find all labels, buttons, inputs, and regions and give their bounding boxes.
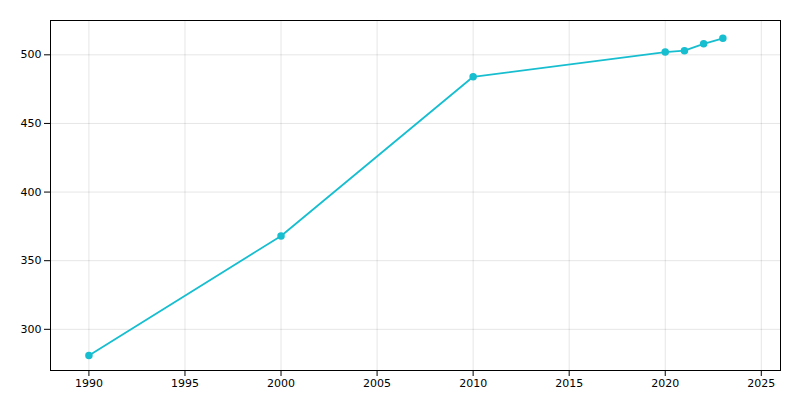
svg-text:500: 500 <box>21 48 42 61</box>
svg-text:1990: 1990 <box>75 377 103 390</box>
svg-text:2025: 2025 <box>747 377 775 390</box>
svg-text:2020: 2020 <box>651 377 679 390</box>
svg-text:2015: 2015 <box>555 377 583 390</box>
svg-text:2010: 2010 <box>459 377 487 390</box>
svg-text:1995: 1995 <box>171 377 199 390</box>
svg-text:450: 450 <box>21 117 42 130</box>
svg-text:300: 300 <box>21 323 42 336</box>
svg-text:400: 400 <box>21 186 42 199</box>
svg-text:2005: 2005 <box>363 377 391 390</box>
svg-text:2000: 2000 <box>267 377 295 390</box>
svg-text:350: 350 <box>21 254 42 267</box>
